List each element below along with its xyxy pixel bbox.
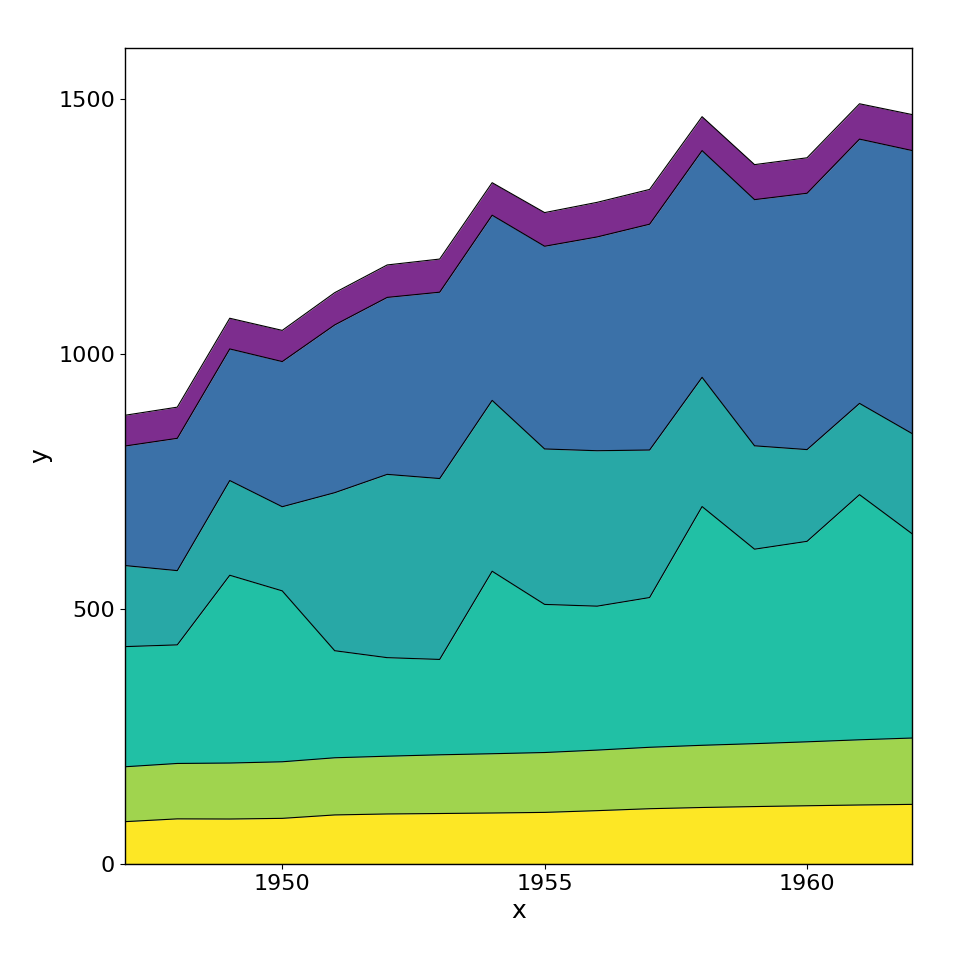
X-axis label: x: x xyxy=(511,900,526,924)
Y-axis label: y: y xyxy=(29,448,53,464)
